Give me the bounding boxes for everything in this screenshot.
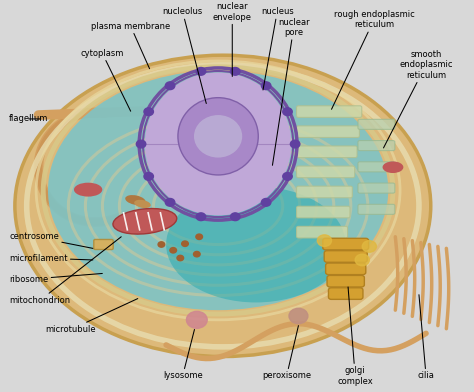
Circle shape	[289, 308, 308, 324]
Ellipse shape	[383, 162, 403, 173]
FancyBboxPatch shape	[297, 126, 359, 138]
Ellipse shape	[166, 187, 346, 303]
Text: nuclear
pore: nuclear pore	[273, 18, 310, 165]
Ellipse shape	[48, 71, 388, 310]
FancyBboxPatch shape	[358, 162, 395, 172]
FancyBboxPatch shape	[358, 204, 395, 214]
FancyBboxPatch shape	[326, 263, 366, 275]
Circle shape	[193, 251, 200, 257]
Ellipse shape	[194, 115, 242, 158]
Circle shape	[362, 241, 376, 252]
Text: rough endoplasmic
reticulum: rough endoplasmic reticulum	[331, 10, 414, 109]
Text: plasma membrane: plasma membrane	[91, 22, 170, 69]
FancyBboxPatch shape	[297, 206, 350, 218]
Ellipse shape	[15, 55, 431, 357]
FancyBboxPatch shape	[324, 250, 367, 262]
Text: lysosome: lysosome	[163, 330, 202, 380]
Circle shape	[170, 248, 176, 253]
FancyBboxPatch shape	[323, 238, 369, 250]
Text: nuclear
envelope: nuclear envelope	[213, 2, 252, 76]
Circle shape	[261, 198, 271, 206]
Text: mitochondrion: mitochondrion	[9, 237, 121, 305]
Circle shape	[355, 254, 369, 266]
FancyBboxPatch shape	[297, 166, 355, 178]
FancyBboxPatch shape	[358, 119, 395, 129]
Ellipse shape	[178, 98, 258, 175]
Text: golgi
complex: golgi complex	[337, 287, 373, 386]
Text: flagellum: flagellum	[9, 114, 48, 123]
Ellipse shape	[74, 183, 102, 197]
Circle shape	[261, 82, 271, 90]
Ellipse shape	[125, 195, 146, 205]
Text: cytoplasm: cytoplasm	[81, 49, 131, 111]
Text: centrosome: centrosome	[9, 232, 93, 249]
Circle shape	[165, 198, 175, 206]
Text: nucleus: nucleus	[261, 7, 293, 90]
FancyBboxPatch shape	[328, 288, 363, 299]
FancyBboxPatch shape	[297, 106, 362, 117]
FancyBboxPatch shape	[297, 226, 347, 238]
FancyBboxPatch shape	[327, 276, 365, 287]
FancyBboxPatch shape	[358, 141, 395, 151]
FancyBboxPatch shape	[297, 146, 357, 158]
FancyBboxPatch shape	[297, 186, 352, 198]
Circle shape	[186, 311, 207, 328]
Circle shape	[318, 235, 331, 247]
Text: microfilament: microfilament	[9, 254, 93, 263]
Text: peroxisome: peroxisome	[262, 326, 311, 380]
Ellipse shape	[134, 200, 151, 208]
Circle shape	[230, 213, 240, 221]
Circle shape	[283, 172, 292, 180]
Circle shape	[291, 140, 300, 148]
Circle shape	[144, 172, 154, 180]
Circle shape	[196, 234, 202, 240]
Text: nucleolus: nucleolus	[163, 7, 206, 103]
Circle shape	[196, 67, 206, 75]
Circle shape	[158, 242, 164, 247]
Circle shape	[283, 108, 292, 116]
Circle shape	[165, 82, 175, 90]
Text: smooth
endoplasmic
reticulum: smooth endoplasmic reticulum	[383, 50, 453, 148]
Circle shape	[196, 213, 206, 221]
Ellipse shape	[145, 73, 292, 216]
Circle shape	[230, 67, 240, 75]
Text: microtubule: microtubule	[46, 299, 138, 334]
Circle shape	[177, 255, 183, 261]
Circle shape	[144, 108, 154, 116]
Ellipse shape	[113, 209, 177, 234]
Circle shape	[137, 140, 146, 148]
Text: ribosome: ribosome	[9, 274, 102, 284]
Text: cilia: cilia	[418, 295, 435, 380]
FancyBboxPatch shape	[358, 183, 395, 193]
FancyBboxPatch shape	[94, 240, 113, 250]
Circle shape	[182, 241, 188, 247]
